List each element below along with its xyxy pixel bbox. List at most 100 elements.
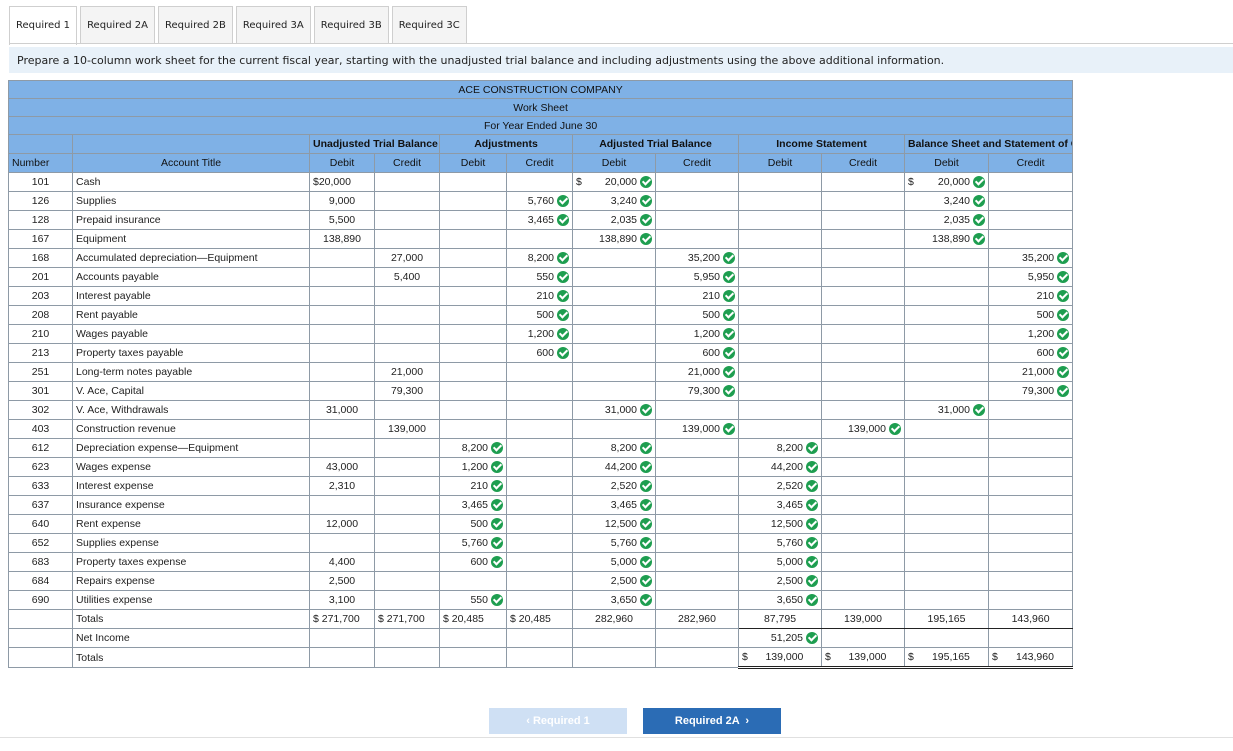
value-cell[interactable] [821,571,905,591]
value-cell[interactable]: 3,465 [572,495,656,515]
value-cell[interactable] [439,248,507,268]
value-cell[interactable] [439,362,507,382]
value-cell[interactable]: 3,650 [738,590,822,610]
value-cell[interactable]: 500 [987,305,1074,325]
value-cell[interactable] [572,305,656,325]
value-cell[interactable] [738,191,822,211]
value-cell[interactable]: 550 [439,590,507,610]
value-cell[interactable] [738,229,822,249]
value-cell[interactable] [987,172,1074,192]
value-cell[interactable] [439,381,507,401]
value-cell[interactable] [506,172,573,192]
value-cell[interactable]: 5,760 [506,191,573,211]
value-cell[interactable] [439,286,507,306]
value-cell[interactable]: 1,200 [506,324,573,344]
prev-button[interactable]: ‹ Required 1 [489,708,627,734]
value-cell[interactable] [738,248,822,268]
value-cell[interactable]: 35,200 [655,248,739,268]
tab-required-3a[interactable]: Required 3A [235,6,311,43]
value-cell[interactable] [904,457,989,477]
value-cell[interactable]: 3,240 [904,191,989,211]
value-cell[interactable]: 138,890 [572,229,656,249]
value-cell[interactable] [904,571,989,591]
value-cell[interactable]: 5,000 [738,552,822,572]
value-cell[interactable] [821,514,905,534]
value-cell[interactable]: 2,035 [572,210,656,230]
value-cell[interactable] [821,590,905,610]
value-cell[interactable] [738,362,822,382]
value-cell[interactable] [738,381,822,401]
tab-required-3b[interactable]: Required 3B [313,6,389,43]
value-cell[interactable] [904,248,989,268]
value-cell[interactable]: 8,200 [572,438,656,458]
value-cell[interactable] [904,552,989,572]
value-cell[interactable] [506,476,573,496]
value-cell[interactable] [738,305,822,325]
value-cell[interactable]: 5,000 [572,552,656,572]
value-cell[interactable] [904,362,989,382]
value-cell[interactable]: 12,500 [572,514,656,534]
value-cell[interactable] [506,552,573,572]
value-cell[interactable]: 5,760 [439,533,507,553]
value-cell[interactable]: 79,300 [987,381,1074,401]
value-cell[interactable] [987,552,1074,572]
value-cell[interactable] [506,419,573,439]
value-cell[interactable] [506,229,573,249]
value-cell[interactable]: 2,035 [904,210,989,230]
value-cell[interactable] [439,210,507,230]
value-cell[interactable] [572,267,656,287]
value-cell[interactable]: 600 [506,343,573,363]
value-cell[interactable]: 500 [439,514,507,534]
value-cell[interactable] [987,457,1074,477]
value-cell[interactable] [572,248,656,268]
value-cell[interactable] [655,590,739,610]
value-cell[interactable]: 210 [506,286,573,306]
value-cell[interactable] [439,172,507,192]
value-cell[interactable] [821,267,905,287]
value-cell[interactable] [821,400,905,420]
value-cell[interactable] [738,419,822,439]
value-cell[interactable]: 3,240 [572,191,656,211]
value-cell[interactable]: 1,200 [987,324,1074,344]
value-cell[interactable] [738,324,822,344]
value-cell[interactable] [655,514,739,534]
value-cell[interactable] [821,457,905,477]
value-cell[interactable] [506,457,573,477]
value-cell[interactable] [904,514,989,534]
value-cell[interactable] [439,419,507,439]
value-cell[interactable] [439,229,507,249]
value-cell[interactable] [655,457,739,477]
value-cell[interactable] [821,362,905,382]
tab-required-1[interactable]: Required 1 [9,6,78,45]
value-cell[interactable]: 3,650 [572,590,656,610]
value-cell[interactable]: 138,890 [904,229,989,249]
value-cell[interactable] [904,476,989,496]
value-cell[interactable] [655,533,739,553]
value-cell[interactable]: 5,760 [738,533,822,553]
value-cell[interactable] [439,343,507,363]
value-cell[interactable]: 8,200 [439,438,507,458]
value-cell[interactable] [572,419,656,439]
value-cell[interactable]: 210 [439,476,507,496]
value-cell[interactable] [738,400,822,420]
value-cell[interactable] [821,286,905,306]
value-cell[interactable]: 210 [655,286,739,306]
value-cell[interactable] [821,172,905,192]
value-cell[interactable] [439,571,507,591]
value-cell[interactable] [655,476,739,496]
value-cell[interactable]: 500 [506,305,573,325]
value-cell[interactable] [987,590,1074,610]
value-cell[interactable] [987,438,1074,458]
value-cell[interactable] [821,191,905,211]
value-cell[interactable]: 500 [655,305,739,325]
value-cell[interactable] [439,324,507,344]
value-cell[interactable] [655,552,739,572]
value-cell[interactable] [655,172,739,192]
value-cell[interactable] [655,438,739,458]
value-cell[interactable] [655,571,739,591]
value-cell[interactable]: 79,300 [655,381,739,401]
value-cell[interactable]: 35,200 [987,248,1074,268]
value-cell[interactable] [655,229,739,249]
value-cell[interactable]: 12,500 [738,514,822,534]
value-cell[interactable] [821,552,905,572]
